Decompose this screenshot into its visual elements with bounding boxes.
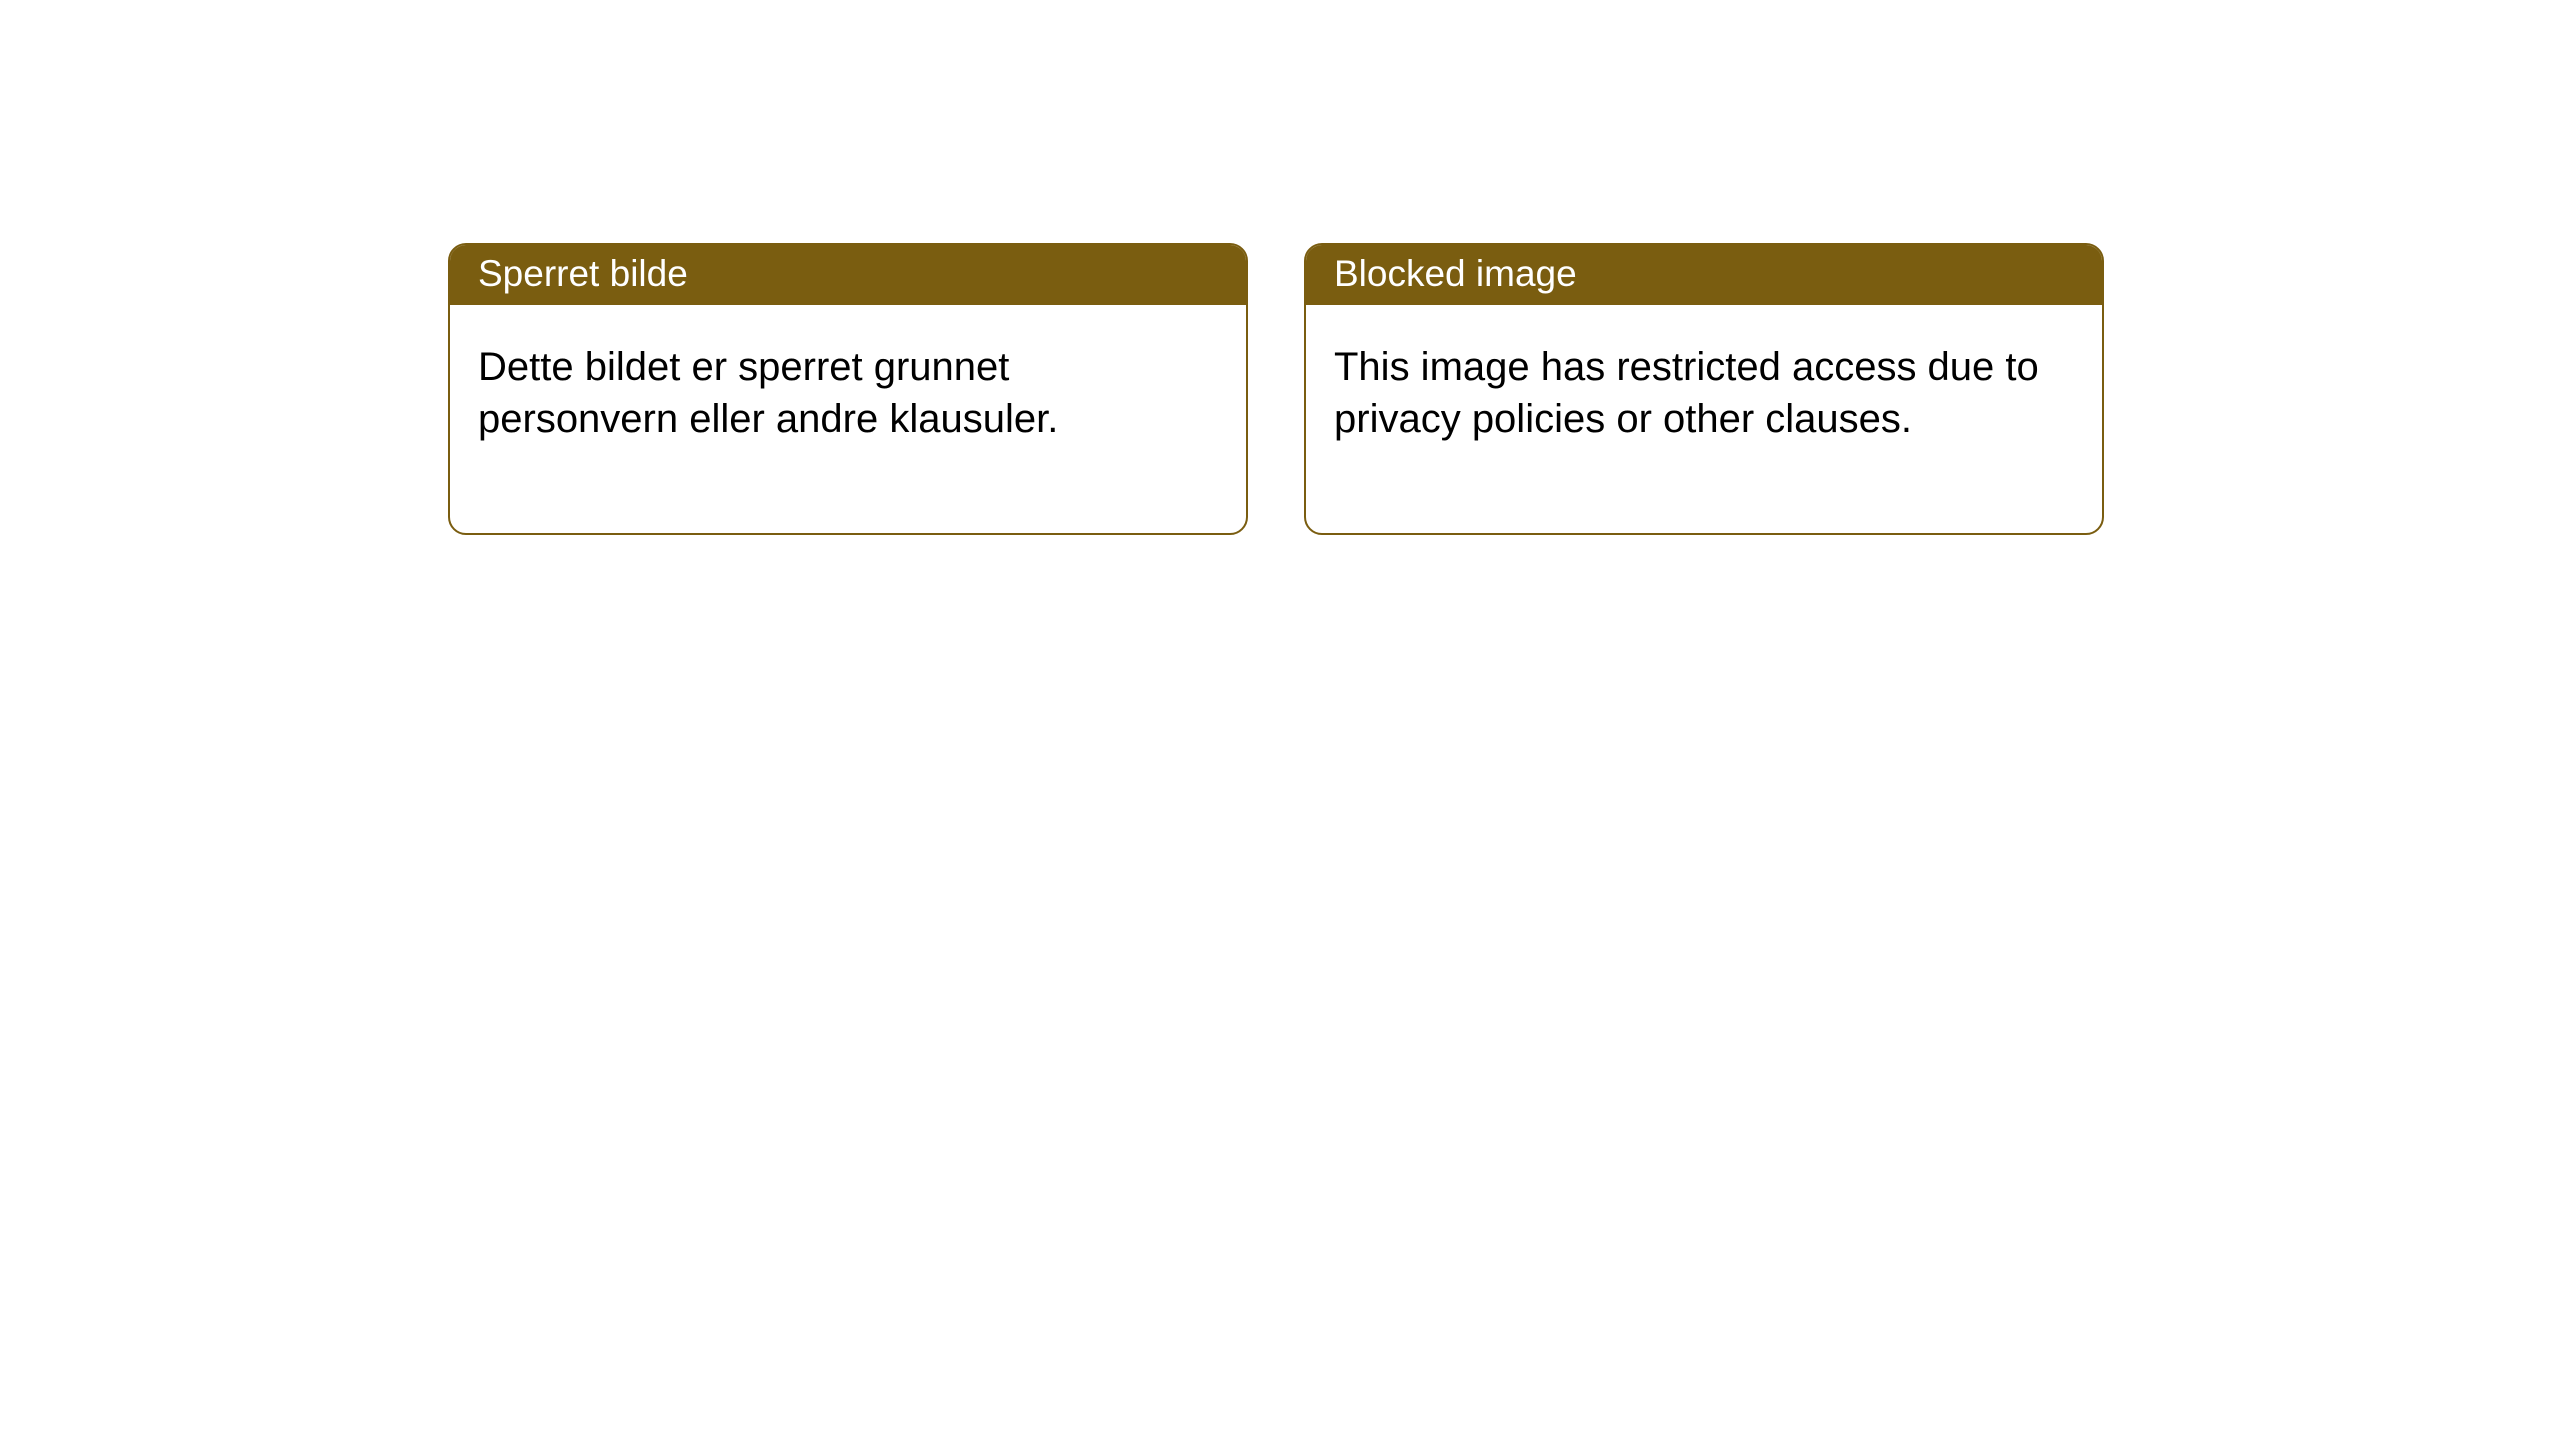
card-header: Blocked image [1306,245,2102,305]
card-body: Dette bildet er sperret grunnet personve… [450,305,1246,533]
notice-card-norwegian: Sperret bilde Dette bildet er sperret gr… [448,243,1248,535]
card-title: Blocked image [1334,253,1577,294]
notice-card-english: Blocked image This image has restricted … [1304,243,2104,535]
card-message: Dette bildet er sperret grunnet personve… [478,345,1058,441]
notice-cards-container: Sperret bilde Dette bildet er sperret gr… [0,0,2560,535]
card-header: Sperret bilde [450,245,1246,305]
card-body: This image has restricted access due to … [1306,305,2102,533]
card-message: This image has restricted access due to … [1334,345,2039,441]
card-title: Sperret bilde [478,253,688,294]
